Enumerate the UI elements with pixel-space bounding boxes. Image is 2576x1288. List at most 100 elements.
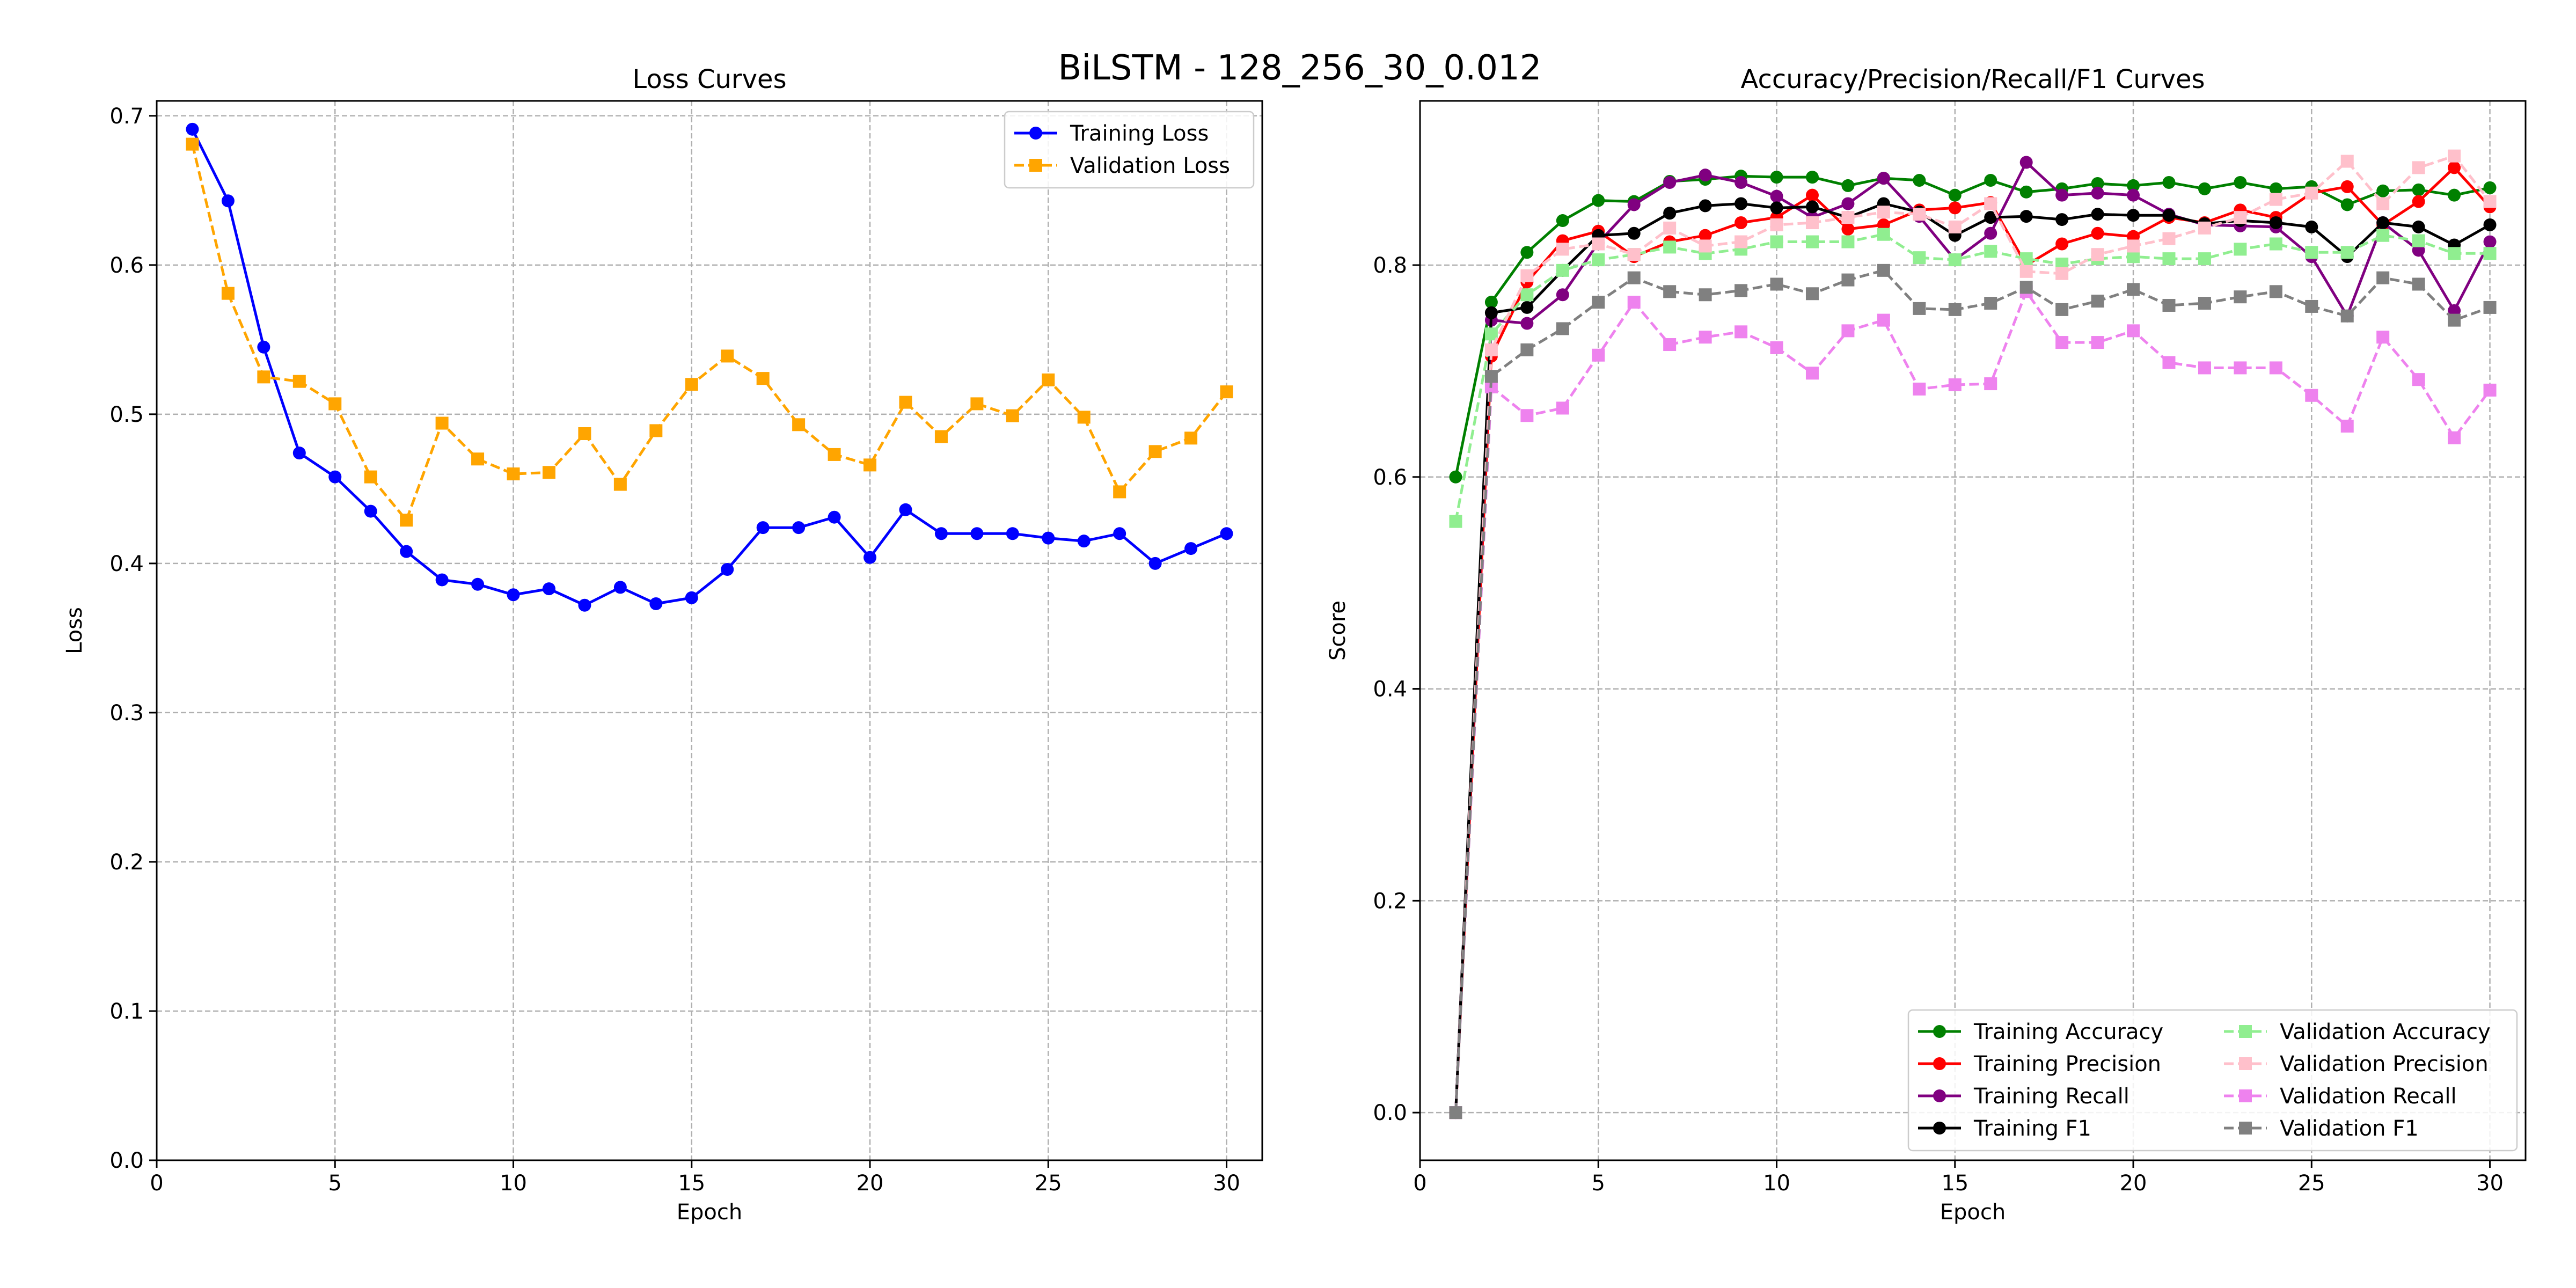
data-point (1770, 201, 1783, 215)
data-point (400, 545, 413, 558)
data-point (2483, 301, 2497, 314)
data-point (2305, 246, 2318, 259)
data-point (899, 503, 912, 516)
data-point (2376, 229, 2390, 242)
legend-label: Validation Recall (2280, 1084, 2457, 1109)
axes-frame (1419, 100, 2527, 1161)
data-point (2340, 198, 2354, 211)
y-tick-label: 0.7 (109, 104, 144, 129)
data-point (2234, 290, 2247, 304)
data-point (2448, 313, 2461, 327)
data-point (2162, 252, 2176, 266)
data-point (2234, 361, 2247, 375)
data-point (1699, 331, 1712, 344)
data-point (1805, 367, 1819, 380)
data-point (1805, 200, 1819, 214)
data-point (1520, 246, 1534, 259)
y-axis-label: Loss (62, 607, 87, 654)
data-point (1841, 179, 1855, 192)
data-point (1913, 208, 1926, 221)
data-point (1805, 235, 1819, 248)
x-tick-label: 30 (2476, 1171, 2504, 1196)
series-line-1 (191, 144, 1228, 522)
data-point (507, 467, 520, 481)
data-point (292, 375, 306, 388)
legend-swatch-marker (1933, 1057, 1946, 1070)
data-point (186, 137, 199, 151)
data-point (578, 598, 591, 612)
data-point (400, 514, 413, 527)
data-point (2269, 361, 2282, 375)
data-point (1484, 370, 1498, 383)
data-point (2091, 226, 2104, 240)
y-tick-label: 0.2 (1373, 889, 1407, 913)
legend-label: Validation Accuracy (2280, 1020, 2491, 1044)
metrics-chart: 0 5 10 15 20 25 30 0.0 0.2 0.4 0.6 0.8 Accuracy/Prec… (1326, 64, 2527, 1225)
data-point (2091, 336, 2104, 349)
data-point (721, 563, 734, 576)
legend-label: Training F1 (1973, 1116, 2091, 1141)
x-axis-label: Epoch (1940, 1200, 2006, 1225)
legend-swatch-marker (1933, 1122, 1946, 1135)
data-point (2055, 267, 2069, 280)
data-point (2019, 156, 2033, 169)
data-point (2483, 383, 2497, 397)
legend-label: Validation Precision (2280, 1052, 2489, 1077)
data-point (328, 397, 342, 411)
x-tick-label: 10 (1763, 1171, 1790, 1196)
data-point (1841, 273, 1855, 287)
x-tick-label: 0 (1413, 1171, 1426, 1196)
data-point (1984, 226, 1997, 240)
series-line-4 (1454, 233, 2490, 522)
data-point (1520, 343, 1534, 356)
data-point (1627, 296, 1641, 309)
data-point (2412, 161, 2425, 174)
legend-swatch-marker (1933, 1089, 1946, 1102)
data-point (2162, 175, 2176, 189)
data-point (2376, 331, 2390, 344)
y-tick-label: 0.0 (1373, 1101, 1407, 1125)
data-point (2269, 182, 2282, 195)
data-point (1841, 211, 1855, 224)
data-point (1841, 324, 1855, 338)
data-point (1556, 322, 1569, 335)
data-point (1984, 377, 1997, 391)
legend-label: Validation F1 (2280, 1116, 2419, 1141)
data-point (2198, 182, 2211, 195)
data-point (1984, 174, 1997, 187)
data-point (1663, 175, 1677, 189)
x-tick-label: 10 (500, 1171, 527, 1196)
data-point (1220, 385, 1233, 399)
data-point (934, 527, 948, 540)
data-point (1520, 269, 1534, 282)
series-line-1 (1454, 166, 2491, 1113)
data-point (1913, 174, 1926, 187)
data-point (2483, 218, 2497, 231)
data-point (1663, 221, 1677, 235)
data-point (721, 349, 734, 363)
series-line-0 (191, 128, 1227, 607)
data-point (1592, 194, 1605, 207)
data-point (221, 194, 235, 208)
x-tick-label: 25 (1035, 1171, 1062, 1196)
data-point (1556, 214, 1569, 228)
y-tick-label: 0.2 (109, 850, 144, 875)
data-point (2234, 243, 2247, 256)
data-point (2376, 271, 2390, 284)
y-tick-label: 0.8 (1373, 253, 1407, 278)
legend-label: Training Recall (1973, 1084, 2129, 1109)
series-line-7 (1454, 269, 2491, 1113)
data-point (1663, 240, 1677, 254)
data-point (1805, 188, 1819, 202)
data-point (1699, 169, 1712, 182)
data-point (328, 470, 342, 484)
data-point (1735, 175, 1748, 189)
data-point (2127, 324, 2140, 338)
data-point (435, 573, 449, 587)
data-point (2376, 216, 2390, 230)
data-point (1592, 253, 1605, 267)
legend-swatch-marker (2239, 1025, 2252, 1038)
data-point (2091, 177, 2104, 190)
data-point (1520, 409, 1534, 422)
